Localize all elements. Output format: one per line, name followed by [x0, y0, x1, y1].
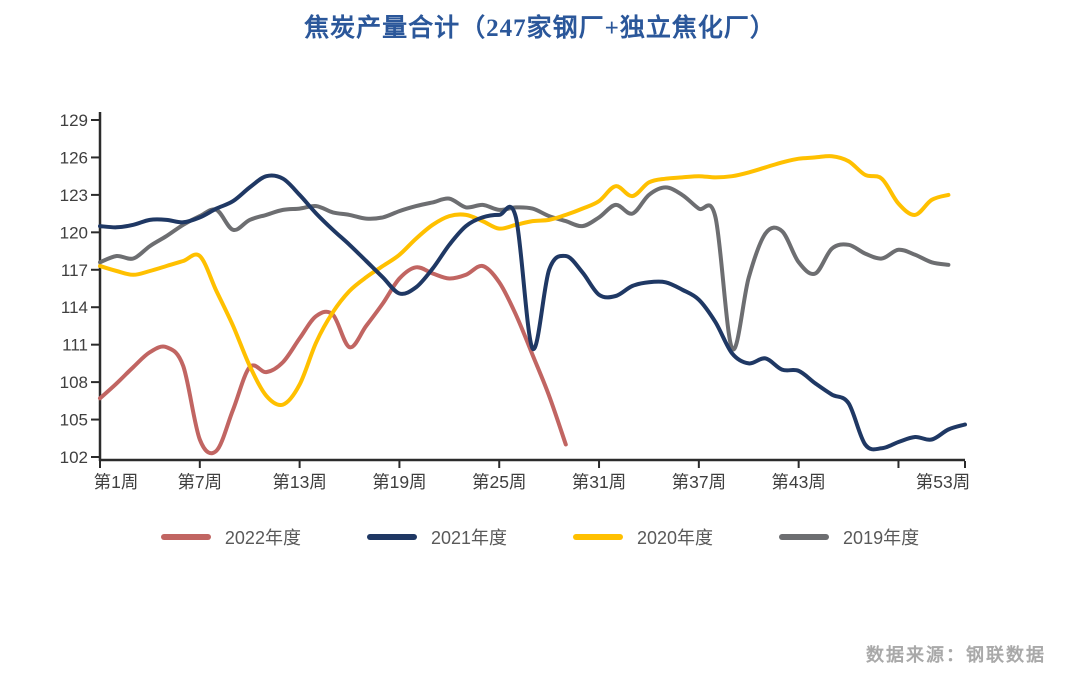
legend-label-2022: 2022年度 [224, 528, 301, 548]
y-axis-label: 114 [61, 298, 88, 317]
y-axis-label: 111 [62, 336, 88, 355]
legend-label-2020: 2020年度 [637, 528, 714, 548]
legend-item-2020: 2020年度 [573, 524, 713, 550]
series-line-2019年度 [98, 185, 951, 352]
y-axis-label: 105 [60, 411, 88, 430]
legend-swatch-2020-icon [573, 534, 623, 540]
series-line-2020年度 [98, 154, 951, 408]
line-chart: 102 105 108 111 114 117 120 123 126 129 第1周 第7周 第13周… [60, 111, 971, 492]
legend-item-2021: 2021年度 [366, 524, 507, 550]
chart-title: 焦炭产量合计（247家钢厂+独立焦化厂） [304, 15, 776, 42]
legend-label-2019: 2019年度 [843, 528, 920, 548]
y-axis-label: 108 [60, 373, 88, 392]
legend-item-2022: 2022年度 [160, 524, 301, 550]
y-axis-label: 129 [60, 111, 88, 130]
y-axis-label: 126 [60, 148, 88, 167]
data-source-note: 数据来源：钢联数据 [866, 645, 1046, 665]
x-axis-label: 第7周 [177, 472, 222, 492]
x-axis-label: 第43周 [771, 472, 825, 492]
x-axis-label: 第25周 [472, 472, 526, 492]
x-axis-label: 第31周 [572, 472, 626, 492]
y-axis-label: 123 [60, 186, 88, 205]
legend-swatch-2021-icon [366, 534, 417, 540]
legend-item-2019: 2019年度 [779, 524, 919, 550]
legend-label-2021: 2021年度 [430, 528, 507, 548]
x-axis-label: 第1周 [94, 472, 139, 492]
x-axis-label: 第13周 [272, 472, 326, 492]
x-axis-label: 第19周 [372, 472, 426, 492]
series-line-2022年度 [98, 263, 568, 456]
x-axis-label: 第53周 [916, 472, 970, 492]
y-axis-label: 117 [61, 261, 88, 280]
y-axis-label: 120 [60, 223, 88, 242]
legend-swatch-2019-icon [779, 534, 830, 540]
series-line-2021年度 [98, 173, 967, 452]
chart-legend: 2022年度 2021年度 2020年度 2019年度 [0, 524, 1080, 550]
x-axis-label: 第37周 [672, 472, 726, 492]
y-axis-label: 102 [60, 448, 88, 467]
legend-swatch-2022-icon [160, 534, 211, 540]
